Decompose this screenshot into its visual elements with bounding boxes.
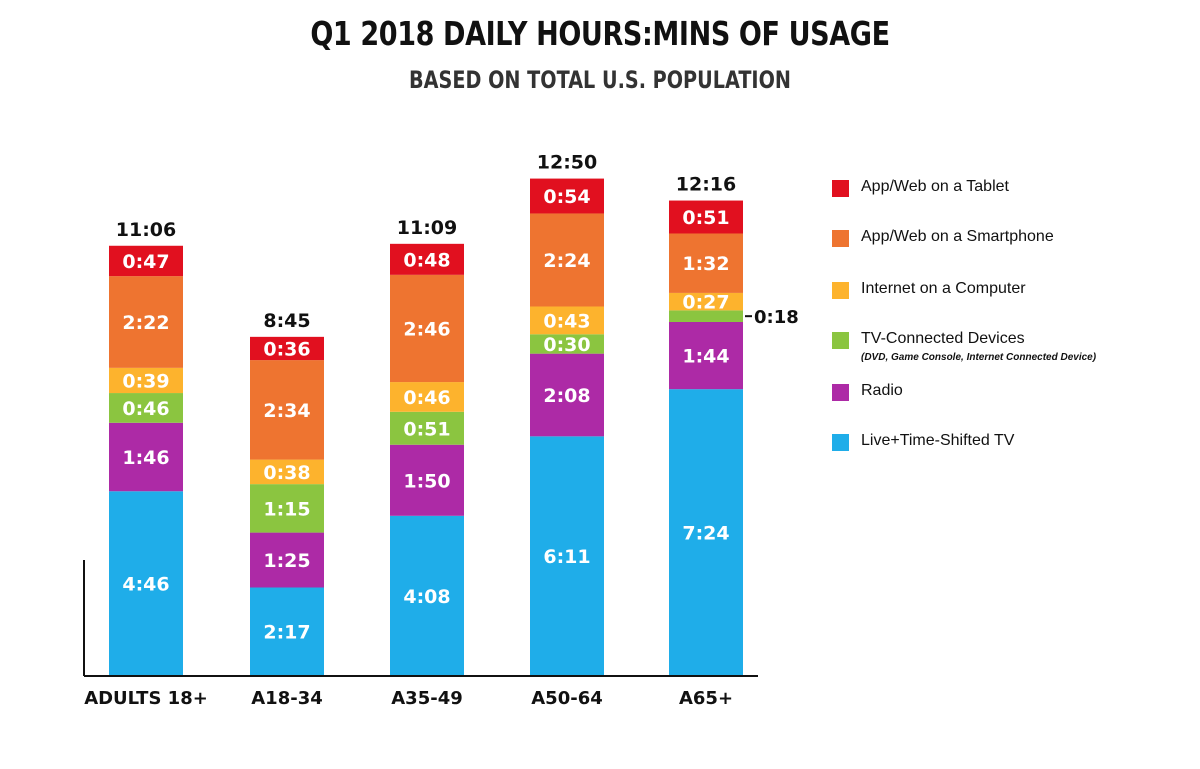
- legend-label: Radio: [861, 382, 903, 399]
- bar-stack-adults-18: 4:46 1:46 0:46 0:39 2:22 0:47 11:06: [109, 219, 183, 676]
- segment-value-label: 0:46: [122, 398, 169, 420]
- legend-swatch: [832, 434, 849, 451]
- segment-value-label: 0:54: [543, 186, 590, 208]
- bar-total-label: 12:16: [676, 174, 736, 196]
- bar-stack-a35-49: 4:08 1:50 0:51 0:46 2:46 0:48 11:09: [390, 217, 464, 676]
- segment-value-label: 0:47: [122, 251, 169, 273]
- bar-total-label: 11:06: [116, 219, 176, 241]
- segment-value-label: 4:08: [403, 586, 450, 608]
- segment-value-label: 2:08: [543, 385, 590, 407]
- segment-value-label: 0:27: [682, 292, 729, 314]
- bar-segment-radio: [390, 444, 464, 516]
- bars-layer: 4:46 1:46 0:46 0:39 2:22 0:47 11:06 2:17 1:25 1:1…: [109, 152, 799, 676]
- bar-segment-app-web-on-a-smartphone: [109, 276, 183, 368]
- segment-value-label: 1:15: [263, 498, 310, 520]
- category-label: A18-34: [251, 688, 323, 709]
- segment-value-label: 4:46: [122, 574, 169, 596]
- axes-layer: ADULTS 18+ A18-34 A35-49 A50-64 A65+: [83, 560, 758, 709]
- segment-value-label: 0:36: [263, 338, 310, 360]
- bar-segment-app-web-on-a-smartphone: [250, 360, 324, 460]
- segment-value-label: 1:32: [682, 253, 729, 275]
- bar-segment-internet-on-a-computer: [109, 367, 183, 394]
- bar-segment-tv-connected-devices: [390, 411, 464, 445]
- bar-segment-radio: [530, 353, 604, 437]
- bar-segment-live-time-shifted-tv: [250, 587, 324, 676]
- bar-stack-a18-34: 2:17 1:25 1:15 0:38 2:34 0:36 8:45: [250, 310, 324, 676]
- segment-value-label: 0:48: [403, 249, 450, 271]
- bar-segment-live-time-shifted-tv: [390, 515, 464, 676]
- bar-segment-radio: [109, 422, 183, 492]
- legend-label: Internet on a Computer: [861, 280, 1026, 297]
- bar-segment-app-web-on-a-tablet: [669, 200, 743, 234]
- bar-segment-app-web-on-a-smartphone: [669, 233, 743, 293]
- segment-value-label: 1:50: [403, 470, 450, 492]
- bar-segment-radio: [250, 532, 324, 588]
- segment-value-label: 7:24: [682, 523, 729, 545]
- segment-value-label: 0:30: [543, 334, 590, 356]
- bar-total-label: 8:45: [263, 310, 310, 332]
- bar-segment-app-web-on-a-tablet: [390, 243, 464, 275]
- segment-value-label: 2:22: [122, 312, 169, 334]
- legend-swatch: [832, 180, 849, 197]
- legend-swatch: [832, 384, 849, 401]
- segment-value-label: 2:46: [403, 318, 450, 340]
- segment-value-label: 1:46: [122, 447, 169, 469]
- bar-segment-app-web-on-a-tablet: [109, 245, 183, 277]
- segment-value-label: 2:17: [263, 622, 310, 644]
- legend-label: TV-Connected Devices: [861, 330, 1025, 347]
- bar-segment-radio: [669, 321, 743, 390]
- bar-stack-a50-64: 6:11 2:08 0:300:43 2:24 0:54 12:50: [530, 152, 604, 676]
- bar-segment-app-web-on-a-smartphone: [530, 213, 604, 307]
- bar-segment-app-web-on-a-smartphone: [390, 274, 464, 383]
- bar-segment-internet-on-a-computer: [250, 459, 324, 485]
- bar-segment-live-time-shifted-tv: [669, 389, 743, 676]
- bar-segment-app-web-on-a-tablet: [250, 336, 324, 361]
- bar-total-label: 12:50: [537, 152, 597, 174]
- bar-segment-live-time-shifted-tv: [530, 436, 604, 676]
- bar-segment-internet-on-a-computer: [669, 292, 743, 311]
- bar-segment-tv-connected-devices: [530, 334, 604, 354]
- legend-swatch: [832, 230, 849, 247]
- segment-value-label: 0:51: [403, 418, 450, 440]
- category-label: A65+: [679, 688, 733, 709]
- bar-stack-a65: 7:24 1:44 0:18 0:27 1:32 0:51 12:16: [669, 174, 799, 676]
- callout-value-label: 0:18: [754, 307, 799, 328]
- bar-segment-tv-connected-devices: [669, 310, 743, 322]
- bar-segment-tv-connected-devices: [109, 393, 183, 423]
- segment-value-label: 0:51: [682, 207, 729, 229]
- bar-total-label: 11:09: [397, 217, 457, 239]
- segment-value-label: 1:25: [263, 550, 310, 572]
- category-label: A35-49: [391, 688, 463, 709]
- chart-title: Q1 2018 DAILY HOURS:MINS OF USAGE: [310, 14, 890, 53]
- segment-value-label: 0:38: [263, 462, 310, 484]
- segment-value-label: 0:46: [403, 387, 450, 409]
- bar-segment-internet-on-a-computer: [530, 306, 604, 335]
- legend-swatch: [832, 332, 849, 349]
- legend-label: App/Web on a Tablet: [861, 178, 1009, 195]
- legend-label: Live+Time-Shifted TV: [861, 432, 1015, 449]
- segment-value-label: 0:39: [122, 370, 169, 392]
- legend-swatch: [832, 282, 849, 299]
- chart-subtitle: BASED ON TOTAL U.S. POPULATION: [409, 66, 791, 94]
- segment-value-label: 2:34: [263, 400, 310, 422]
- segment-value-label: 6:11: [543, 546, 590, 568]
- bar-segment-internet-on-a-computer: [390, 382, 464, 412]
- bar-segment-tv-connected-devices: [250, 484, 324, 533]
- bar-segment-live-time-shifted-tv: [109, 491, 183, 676]
- legend-note: (DVD, Game Console, Internet Connected D…: [861, 352, 1097, 363]
- legend-label: App/Web on a Smartphone: [861, 228, 1054, 245]
- segment-value-label: 0:43: [543, 310, 590, 332]
- category-label: A50-64: [531, 688, 603, 709]
- bar-segment-app-web-on-a-tablet: [530, 178, 604, 214]
- segment-value-label: 1:44: [682, 346, 729, 368]
- segment-value-label: 2:24: [543, 250, 590, 272]
- category-label: ADULTS 18+: [84, 688, 208, 709]
